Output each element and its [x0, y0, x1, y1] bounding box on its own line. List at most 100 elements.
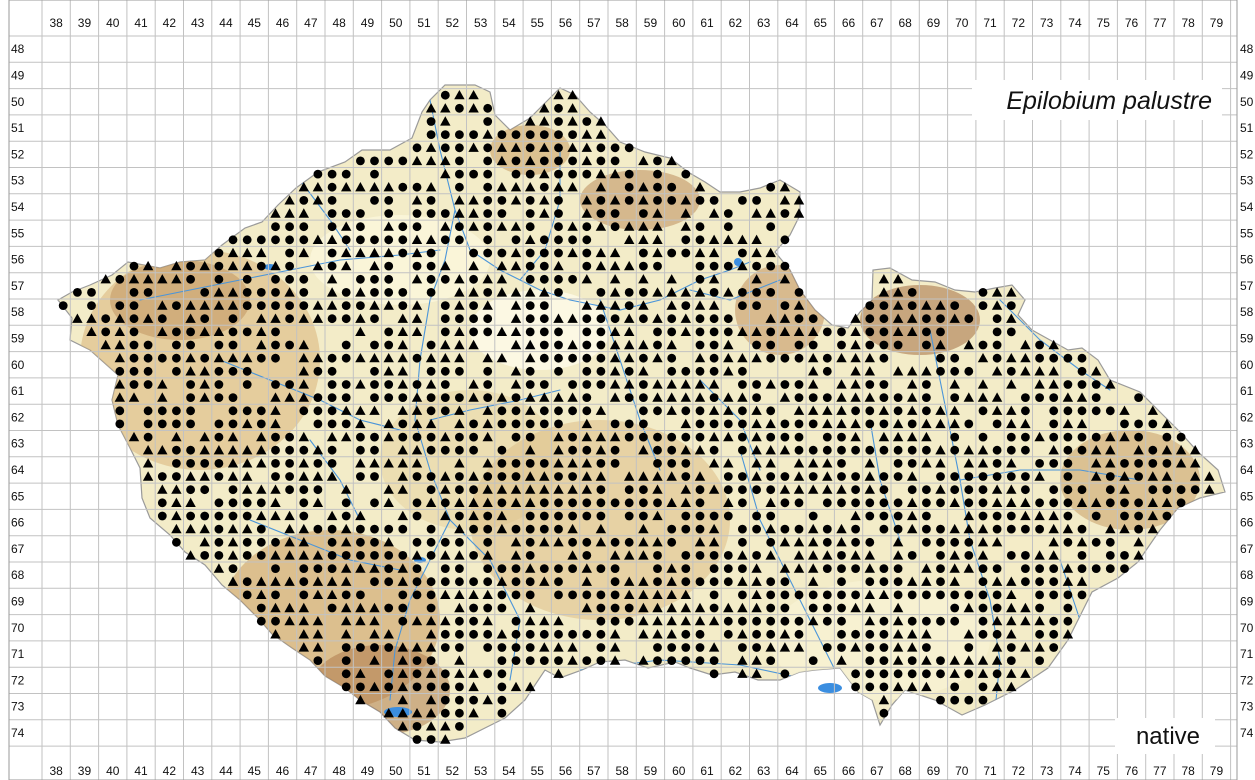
- filled-triangle-record: [907, 405, 918, 415]
- filled-triangle-record: [199, 326, 210, 336]
- filled-triangle-record: [652, 247, 663, 258]
- filled-triangle-record: [680, 589, 691, 599]
- filled-triangle-record: [341, 576, 352, 586]
- filled-circle-record: [582, 498, 592, 508]
- filled-triangle-record: [482, 274, 493, 284]
- filled-triangle-record: [977, 353, 989, 363]
- filled-circle-record: [440, 564, 450, 573]
- column-label: 44: [219, 764, 233, 778]
- filled-circle-record: [554, 327, 563, 337]
- filled-triangle-record: [312, 353, 324, 363]
- filled-circle-record: [497, 209, 507, 218]
- filled-triangle-record: [652, 510, 663, 521]
- filled-circle-record: [242, 511, 252, 521]
- filled-circle-record: [653, 169, 662, 179]
- filled-circle-record: [87, 288, 96, 297]
- filled-circle-record: [653, 656, 662, 665]
- filled-triangle-record: [793, 484, 805, 494]
- filled-triangle-record: [694, 471, 706, 481]
- filled-circle-record: [653, 340, 662, 350]
- filled-circle-record: [483, 393, 493, 402]
- filled-circle-record: [426, 590, 436, 600]
- filled-triangle-record: [312, 471, 324, 481]
- filled-triangle-record: [977, 550, 989, 560]
- filled-circle-record: [115, 301, 125, 310]
- filled-triangle-record: [1076, 537, 1088, 547]
- filled-triangle-record: [779, 629, 791, 639]
- filled-triangle-record: [525, 681, 536, 692]
- filled-circle-record: [1006, 656, 1016, 665]
- filled-circle-record: [822, 643, 832, 652]
- row-label: 57: [1240, 279, 1254, 293]
- filled-circle-record: [440, 682, 450, 692]
- filled-circle-record: [709, 445, 719, 455]
- filled-circle-record: [384, 235, 394, 245]
- filled-circle-record: [794, 380, 804, 389]
- filled-circle-record: [426, 485, 436, 495]
- filled-circle-record: [539, 182, 549, 192]
- filled-circle-record: [596, 340, 606, 350]
- filled-circle-record: [624, 169, 634, 179]
- filled-circle-record: [582, 353, 592, 363]
- filled-circle-record: [681, 511, 691, 521]
- filled-circle-record: [1148, 445, 1158, 455]
- filled-triangle-record: [878, 589, 890, 599]
- filled-triangle-record: [723, 602, 734, 613]
- filled-circle-record: [582, 629, 592, 639]
- filled-circle-record: [313, 419, 323, 429]
- column-label: 57: [587, 16, 601, 30]
- filled-circle-record: [412, 564, 422, 573]
- filled-circle-record: [950, 537, 960, 547]
- filled-circle-record: [412, 182, 422, 192]
- filled-circle-record: [554, 340, 563, 350]
- filled-circle-record: [384, 577, 394, 587]
- filled-circle-record: [992, 353, 1002, 363]
- filled-circle-record: [822, 537, 832, 547]
- filled-circle-record: [695, 656, 705, 665]
- filled-triangle-record: [609, 366, 621, 376]
- filled-circle-record: [865, 327, 875, 337]
- filled-triangle-record: [411, 300, 423, 310]
- filled-triangle-record: [581, 129, 592, 139]
- row-label: 57: [11, 279, 25, 293]
- column-label: 49: [361, 16, 375, 30]
- filled-triangle-record: [440, 103, 451, 113]
- column-label: 65: [814, 16, 828, 30]
- filled-triangle-record: [312, 616, 324, 626]
- filled-circle-record: [695, 643, 705, 652]
- row-label: 51: [1240, 121, 1254, 135]
- filled-circle-record: [950, 445, 960, 455]
- row-label: 72: [1240, 673, 1254, 687]
- filled-triangle-record: [454, 550, 465, 560]
- filled-circle-record: [964, 551, 974, 560]
- filled-circle-record: [695, 196, 705, 205]
- filled-triangle-record: [581, 195, 592, 205]
- filled-circle-record: [978, 577, 988, 587]
- filled-circle-record: [356, 682, 365, 692]
- filled-triangle-record: [411, 195, 423, 205]
- status-label-backing: [1115, 718, 1215, 754]
- filled-circle-record: [440, 143, 450, 153]
- filled-triangle-record: [1020, 366, 1031, 376]
- filled-circle-record: [1162, 432, 1172, 442]
- filled-circle-record: [667, 524, 677, 534]
- filled-circle-record: [285, 314, 294, 324]
- filled-triangle-record: [510, 287, 522, 297]
- filled-triangle-record: [581, 208, 592, 218]
- filled-triangle-record: [242, 458, 253, 468]
- filled-triangle-record: [199, 300, 210, 310]
- filled-triangle-record: [312, 260, 324, 271]
- filled-triangle-record: [553, 260, 564, 271]
- filled-circle-record: [851, 669, 860, 679]
- filled-circle-record: [610, 419, 620, 429]
- filled-circle-record: [738, 419, 747, 429]
- column-label: 78: [1181, 764, 1195, 778]
- filled-circle-record: [242, 366, 252, 376]
- filled-triangle-record: [581, 418, 592, 429]
- filled-triangle-record: [213, 300, 225, 310]
- filled-circle-record: [936, 524, 945, 534]
- filled-triangle-record: [539, 576, 550, 586]
- column-label: 40: [106, 764, 120, 778]
- filled-triangle-record: [1048, 445, 1059, 455]
- filled-circle-record: [723, 261, 733, 271]
